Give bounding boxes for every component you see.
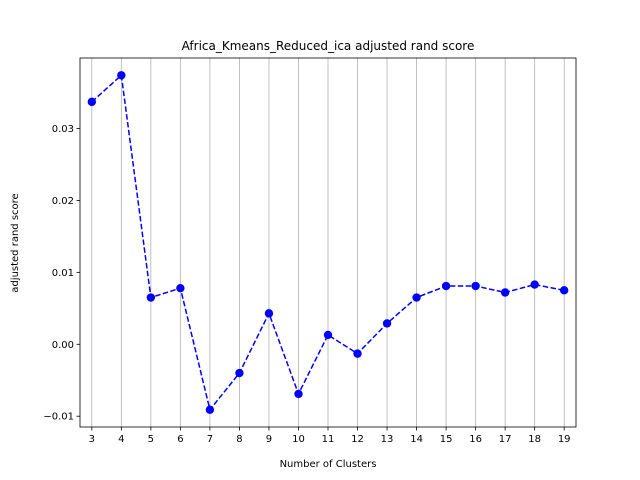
series-line bbox=[91, 73, 565, 412]
y-tick-label: 0.01 bbox=[52, 268, 74, 279]
y-tick-label: 0.03 bbox=[52, 124, 74, 135]
plot-area: 3 4 5 6 7 8 9 10 11 12 13 14 15 16 17 18 19 −0.01 0.00 0.01… bbox=[43, 57, 577, 445]
y-tick-label: 0.00 bbox=[52, 340, 74, 351]
x-tick-label: 11 bbox=[322, 434, 335, 445]
data-point bbox=[441, 281, 451, 291]
data-point bbox=[264, 309, 274, 318]
x-axis-label: Number of Clusters bbox=[280, 459, 377, 470]
x-tick-label: 5 bbox=[148, 434, 154, 445]
x-tick-label: 14 bbox=[410, 434, 423, 445]
x-tick-label: 7 bbox=[207, 434, 213, 445]
x-tick-label: 13 bbox=[381, 434, 394, 445]
x-tick-label: 15 bbox=[440, 434, 453, 445]
data-point bbox=[235, 368, 244, 378]
x-tick-label: 9 bbox=[266, 434, 272, 445]
data-point bbox=[117, 71, 126, 80]
y-tick-label: 0.02 bbox=[52, 196, 74, 207]
data-point bbox=[87, 97, 97, 107]
chart-title: Africa_Kmeans_Reduced_ica adjusted rand … bbox=[182, 39, 475, 53]
data-point bbox=[205, 405, 215, 414]
x-tick-label: 8 bbox=[236, 434, 242, 445]
x-tick-label: 3 bbox=[89, 434, 95, 445]
x-tick-label: 18 bbox=[528, 434, 541, 445]
axes-frame bbox=[79, 57, 577, 428]
x-tick-label: 17 bbox=[499, 434, 512, 445]
y-axis-label: adjusted rand score bbox=[10, 193, 21, 292]
data-point bbox=[382, 319, 392, 328]
x-tick-label: 6 bbox=[177, 434, 183, 445]
x-tick-label: 16 bbox=[469, 434, 482, 445]
x-tick-label: 4 bbox=[118, 434, 124, 445]
data-point bbox=[176, 283, 185, 293]
x-tick-label: 10 bbox=[292, 434, 305, 445]
data-point bbox=[294, 389, 303, 399]
x-tick-label: 19 bbox=[558, 434, 571, 445]
x-tick-label: 12 bbox=[351, 434, 364, 445]
data-point bbox=[412, 293, 421, 302]
data-point bbox=[146, 293, 156, 302]
y-tick-label: −0.01 bbox=[43, 412, 74, 423]
data-point bbox=[559, 286, 569, 295]
data-point bbox=[500, 288, 510, 297]
data-point bbox=[530, 280, 539, 289]
data-point bbox=[323, 330, 333, 340]
data-point bbox=[471, 281, 480, 291]
data-point bbox=[353, 349, 362, 358]
